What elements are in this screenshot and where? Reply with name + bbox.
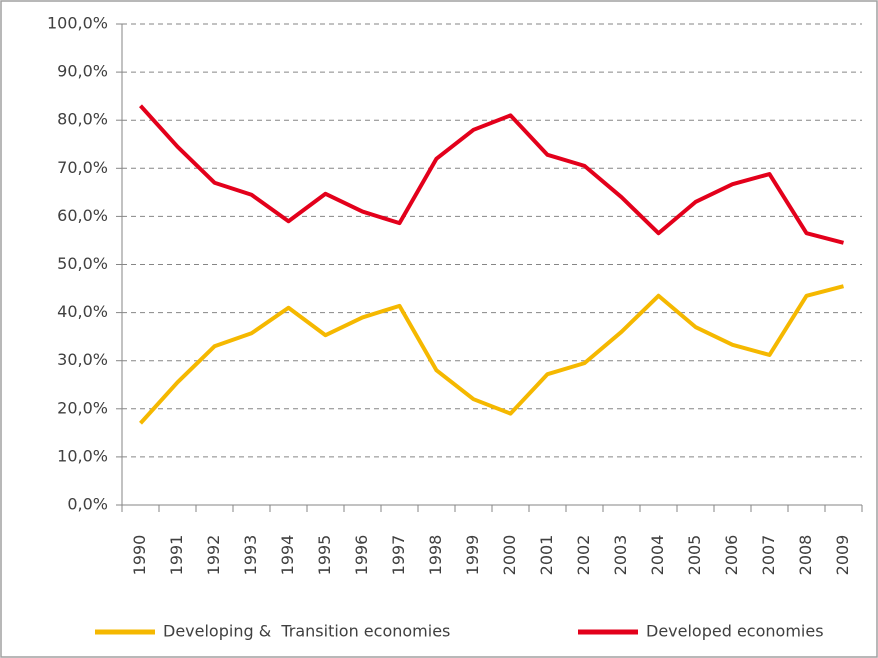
y-tick-label: 50,0% bbox=[57, 254, 108, 273]
series-line bbox=[139, 104, 845, 245]
x-tick-label: 2003 bbox=[611, 535, 630, 576]
y-tick-label: 30,0% bbox=[57, 350, 108, 369]
x-tick-label: 1997 bbox=[389, 535, 408, 576]
legend-label: Developed economies bbox=[646, 622, 824, 641]
x-tick-label: 1993 bbox=[241, 535, 260, 576]
x-tick-label: 1999 bbox=[463, 535, 482, 576]
x-tick-label: 2006 bbox=[722, 535, 741, 576]
y-tick-label: 20,0% bbox=[57, 398, 108, 417]
x-tick-label: 1992 bbox=[204, 535, 223, 576]
x-tick-label: 1994 bbox=[278, 535, 297, 576]
y-tick-label: 0,0% bbox=[67, 495, 108, 514]
x-tick-label: 2001 bbox=[537, 535, 556, 576]
y-tick-label: 80,0% bbox=[57, 110, 108, 129]
x-tick-label: 2009 bbox=[833, 535, 852, 576]
y-tick-label: 60,0% bbox=[57, 206, 108, 225]
x-tick-label: 1996 bbox=[352, 535, 371, 576]
y-tick-label: 90,0% bbox=[57, 62, 108, 81]
x-tick-label: 2005 bbox=[685, 535, 704, 576]
x-tick-label: 2002 bbox=[574, 535, 593, 576]
x-tick-label: 2000 bbox=[500, 535, 519, 576]
y-tick-label: 10,0% bbox=[57, 446, 108, 465]
legend-label: Developing & Transition economies bbox=[163, 622, 450, 641]
x-tick-label: 2004 bbox=[648, 535, 667, 576]
x-tick-label: 2007 bbox=[759, 535, 778, 576]
x-tick-label: 1995 bbox=[315, 535, 334, 576]
y-tick-label: 70,0% bbox=[57, 158, 108, 177]
x-tick-label: 1990 bbox=[130, 535, 149, 576]
x-tick-label: 1998 bbox=[426, 535, 445, 576]
x-tick-label: 1991 bbox=[167, 535, 186, 576]
y-tick-label: 100,0% bbox=[47, 14, 108, 33]
series-line bbox=[139, 284, 845, 425]
y-tick-label: 40,0% bbox=[57, 302, 108, 321]
x-tick-label: 2008 bbox=[796, 535, 815, 576]
